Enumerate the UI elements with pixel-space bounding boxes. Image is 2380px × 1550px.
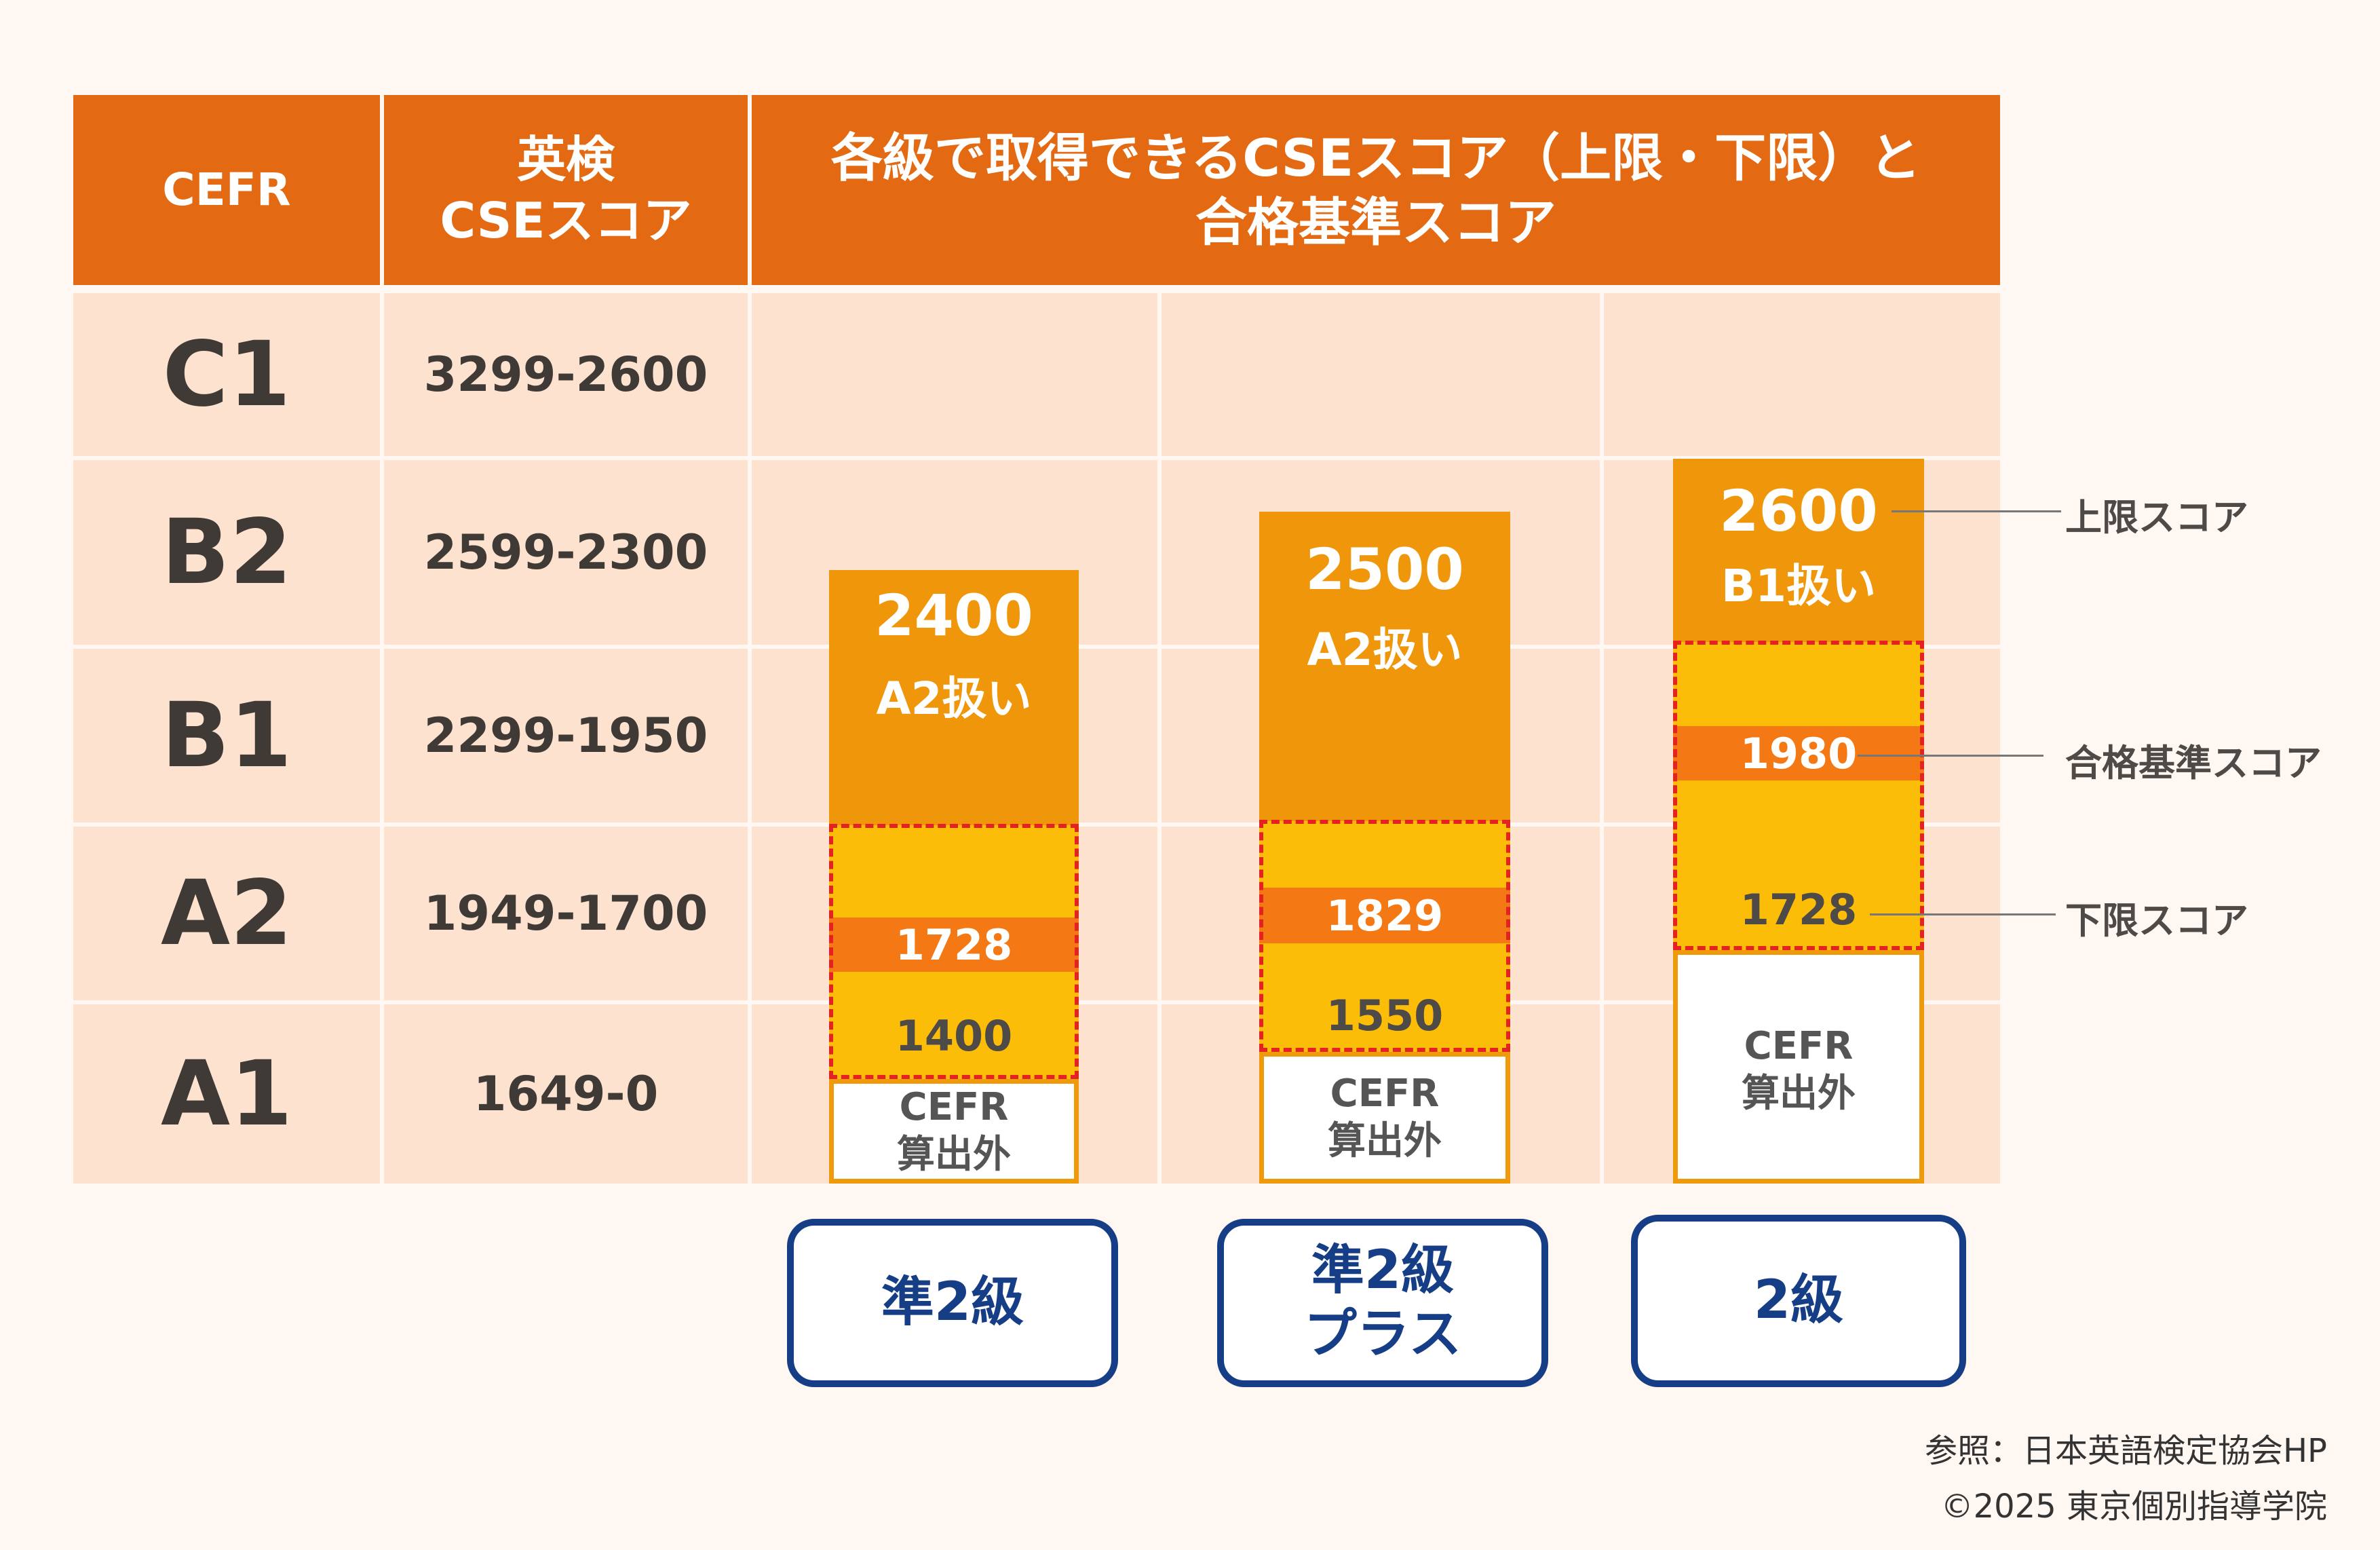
outside-line1: CEFR: [1744, 1024, 1854, 1068]
grade-button-pre2[interactable]: 準2級: [787, 1219, 1118, 1387]
lower-score: 1550: [1326, 991, 1444, 1040]
range-label: 1949-1700: [423, 886, 708, 941]
header-cefr-label: CEFR: [162, 163, 291, 216]
qualifying-range-outline: [829, 824, 1079, 1079]
level-label: A1: [160, 1042, 292, 1146]
upper-score: 2600: [1719, 478, 1878, 544]
level-cell: B2: [73, 460, 380, 645]
outside-line2: 算出外: [897, 1133, 1011, 1177]
qualifying-range-outline: [1673, 641, 1924, 950]
grade-button-label: 準2級: [1311, 1240, 1455, 1302]
grade-button-pre2-plus[interactable]: 準2級 プラス: [1217, 1219, 1548, 1387]
pass-score-bar: 1728: [829, 918, 1079, 972]
lower-score-annotation: 下限スコア: [2065, 899, 2248, 942]
outside-line2: 算出外: [1742, 1072, 1856, 1116]
upper-score: 2500: [1305, 536, 1464, 603]
cefr-outside-box: CEFR 算出外: [1259, 1052, 1510, 1184]
level-cell: A1: [73, 1004, 380, 1184]
pass-score-annotation: 合格基準スコア: [2065, 742, 2322, 785]
upper-cefr-label: B1扱い: [1721, 560, 1877, 612]
cefr-outside-box: CEFR 算出外: [829, 1079, 1079, 1184]
header-score-range: 各級で取得できるCSEスコア（上限・下限）と 合格基準スコア: [752, 95, 2000, 285]
source-credit: 参照：日本英語検定協会HP: [1924, 1432, 2327, 1470]
range-label: 1649-0: [473, 1066, 659, 1122]
cefr-outside-box: CEFR 算出外: [1673, 950, 1924, 1184]
grade-button-label-sub: プラス: [1303, 1304, 1462, 1365]
pass-score-bar: 1829: [1259, 888, 1510, 943]
upper-cefr-label: A2扱い: [1307, 624, 1463, 676]
grade-cell: [1604, 293, 2000, 456]
header-eiken-line1: 英検: [516, 131, 615, 188]
pass-score: 1980: [1740, 728, 1858, 778]
header-score-line2: 合格基準スコア: [1195, 192, 1556, 252]
range-cell: 2599-2300: [384, 460, 748, 645]
upper-cap-block: 2600 B1扱い: [1673, 459, 1924, 642]
pass-score: 1728: [895, 920, 1013, 970]
lower-score: 1400: [895, 1011, 1013, 1061]
outside-line2: 算出外: [1328, 1119, 1442, 1163]
pass-score: 1829: [1326, 890, 1444, 941]
grade-cell: [752, 293, 1157, 456]
range-label: 2299-1950: [423, 708, 708, 763]
level-cell: A2: [73, 827, 380, 1000]
level-label: C1: [162, 322, 291, 427]
range-cell: 2299-1950: [384, 649, 748, 823]
level-cell: C1: [73, 293, 380, 456]
lower-score: 1728: [1740, 885, 1858, 934]
header-cefr: CEFR: [73, 95, 380, 285]
upper-cefr-label: A2扱い: [876, 673, 1032, 725]
level-cell: B1: [73, 649, 380, 823]
level-label: A2: [160, 861, 292, 966]
grade-button-2[interactable]: 2級: [1631, 1215, 1966, 1387]
level-label: B1: [161, 683, 292, 788]
header-eiken-line2: CSEスコア: [440, 192, 692, 249]
upper-score-leader-line: [1892, 510, 2061, 512]
range-cell: 1949-1700: [384, 827, 748, 1000]
outside-line1: CEFR: [899, 1085, 1009, 1129]
score-range-block: [1673, 642, 1924, 950]
grade-button-label: 2級: [1753, 1270, 1844, 1331]
grade-cell: [1162, 293, 1600, 456]
header-score-line1: 各級で取得できるCSEスコア（上限・下限）と: [830, 128, 1921, 188]
pass-score-bar: 1980: [1673, 726, 1924, 780]
lower-score-leader-line: [1870, 913, 2056, 915]
grade-button-label: 準2級: [881, 1272, 1024, 1334]
outside-line1: CEFR: [1330, 1072, 1440, 1116]
header-eiken-cse: 英検 CSEスコア: [384, 95, 748, 285]
upper-cap-block: 2500 A2扱い: [1259, 512, 1510, 821]
pass-score-leader-line: [1858, 755, 2043, 757]
upper-score: 2400: [875, 582, 1033, 649]
qualifying-range-outline: [1259, 820, 1510, 1052]
range-label: 3299-2600: [423, 347, 708, 402]
copyright: ©2025 東京個別指導学院: [1940, 1488, 2327, 1526]
upper-cap-block: 2400 A2扱い: [829, 570, 1079, 825]
range-cell: 1649-0: [384, 1004, 748, 1184]
upper-score-annotation: 上限スコア: [2065, 496, 2248, 539]
level-label: B2: [161, 500, 292, 605]
range-cell: 3299-2600: [384, 293, 748, 456]
range-label: 2599-2300: [423, 525, 708, 580]
